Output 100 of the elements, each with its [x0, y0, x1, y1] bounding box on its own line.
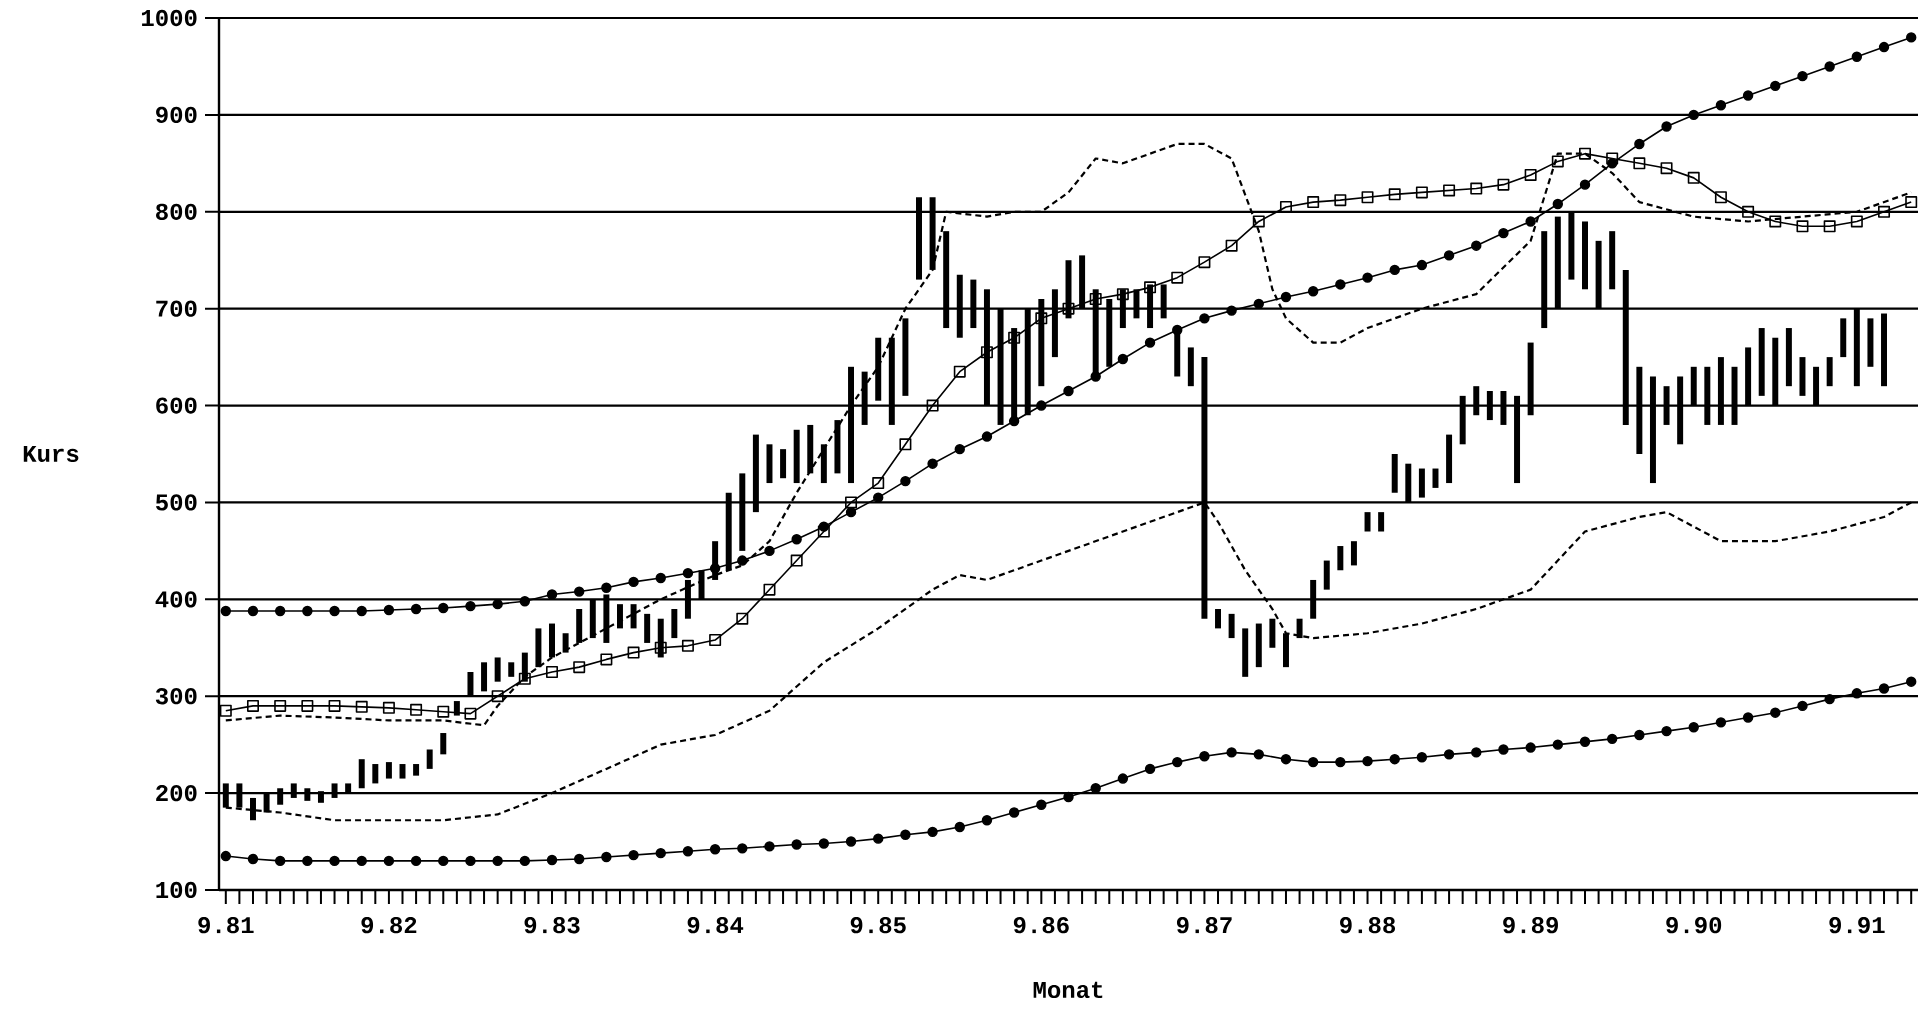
y-tick-label: 300 [155, 688, 197, 705]
bar [1799, 357, 1806, 396]
bar [888, 337, 895, 425]
x-tick-label: 9.83 [524, 917, 580, 934]
y-axis-title: Kurs [23, 445, 79, 462]
bar [1405, 463, 1412, 503]
bar [1636, 366, 1643, 454]
bar [1731, 366, 1738, 425]
bar [317, 791, 324, 803]
bar [1079, 255, 1086, 309]
bar [1473, 386, 1480, 416]
bar [1255, 623, 1262, 668]
bar [372, 764, 379, 784]
bar [1500, 391, 1507, 425]
bar [916, 197, 922, 280]
bar [780, 449, 787, 479]
bar [820, 444, 827, 484]
y-tick-label: 600 [156, 397, 197, 414]
bar [1840, 318, 1847, 358]
bar [1486, 391, 1493, 421]
bar [956, 274, 963, 338]
bar [1147, 284, 1154, 329]
bar [970, 279, 977, 329]
bar [1609, 231, 1616, 290]
bar [1215, 609, 1222, 629]
bar [766, 444, 773, 484]
bar [644, 613, 651, 643]
bar [589, 599, 596, 639]
bar [1568, 211, 1575, 280]
bar [1758, 328, 1765, 396]
x-tick-label: 9.90 [1666, 917, 1722, 934]
bar [1187, 347, 1194, 387]
y-tick-label: 1000 [141, 9, 197, 27]
bar [1296, 618, 1303, 639]
bar [1704, 366, 1711, 425]
y-tick-label: 100 [156, 881, 197, 899]
y-tick-label: 700 [156, 300, 197, 317]
bar [494, 657, 501, 682]
bar [263, 793, 270, 813]
y-tick-label: 200 [156, 784, 197, 802]
bar [345, 783, 352, 794]
bar [807, 424, 814, 474]
bar [983, 289, 990, 406]
bar [1282, 633, 1289, 668]
bar [1269, 618, 1276, 648]
bar [576, 609, 583, 643]
bar [1364, 512, 1371, 532]
y-tick-label: 900 [156, 106, 197, 124]
bar [385, 762, 392, 779]
bar [848, 366, 855, 484]
bar [1527, 342, 1534, 416]
bar [1717, 357, 1724, 425]
bar [549, 623, 555, 658]
bar [1541, 231, 1548, 329]
bar [671, 609, 678, 639]
bar [1378, 512, 1385, 532]
x-tick-label: 9.89 [1503, 917, 1558, 934]
bar [725, 492, 732, 571]
bar [861, 371, 868, 425]
bar [1595, 240, 1602, 309]
bar [1323, 560, 1330, 590]
bar [1772, 337, 1779, 406]
bar [562, 633, 569, 653]
bar [535, 628, 542, 668]
x-axis-title: Monat [1033, 981, 1103, 999]
bar [1649, 376, 1656, 484]
bar [236, 783, 243, 808]
bar [1622, 269, 1629, 425]
bar [331, 783, 338, 798]
x-tick-label: 9.85 [850, 917, 906, 934]
bar [793, 429, 800, 484]
bar [875, 337, 882, 401]
bar [304, 788, 311, 801]
bar [1310, 579, 1317, 619]
bar [1106, 298, 1113, 367]
x-tick-label: 9.87 [1176, 917, 1232, 934]
bar [752, 434, 759, 513]
bar [1038, 298, 1045, 387]
bar [1391, 454, 1398, 493]
bar [1554, 216, 1561, 309]
bar [1228, 613, 1235, 639]
bar [902, 318, 909, 396]
x-tick-label: 9.82 [361, 917, 417, 934]
bar [1813, 366, 1820, 406]
bar [1350, 541, 1357, 566]
bar [1677, 376, 1684, 445]
x-tick-label: 9.91 [1829, 917, 1885, 934]
bar [426, 749, 433, 769]
bar [1446, 434, 1453, 484]
bar [358, 759, 365, 789]
bar [1160, 284, 1167, 319]
bar [290, 783, 297, 798]
bar [1133, 289, 1140, 319]
bar [997, 308, 1004, 425]
x-tick-label: 9.88 [1340, 917, 1396, 934]
x-tick-label: 9.84 [687, 917, 744, 934]
y-tick-label: 400 [155, 591, 197, 608]
bar [1337, 546, 1344, 571]
bar [1582, 221, 1588, 290]
bar [1418, 468, 1425, 498]
